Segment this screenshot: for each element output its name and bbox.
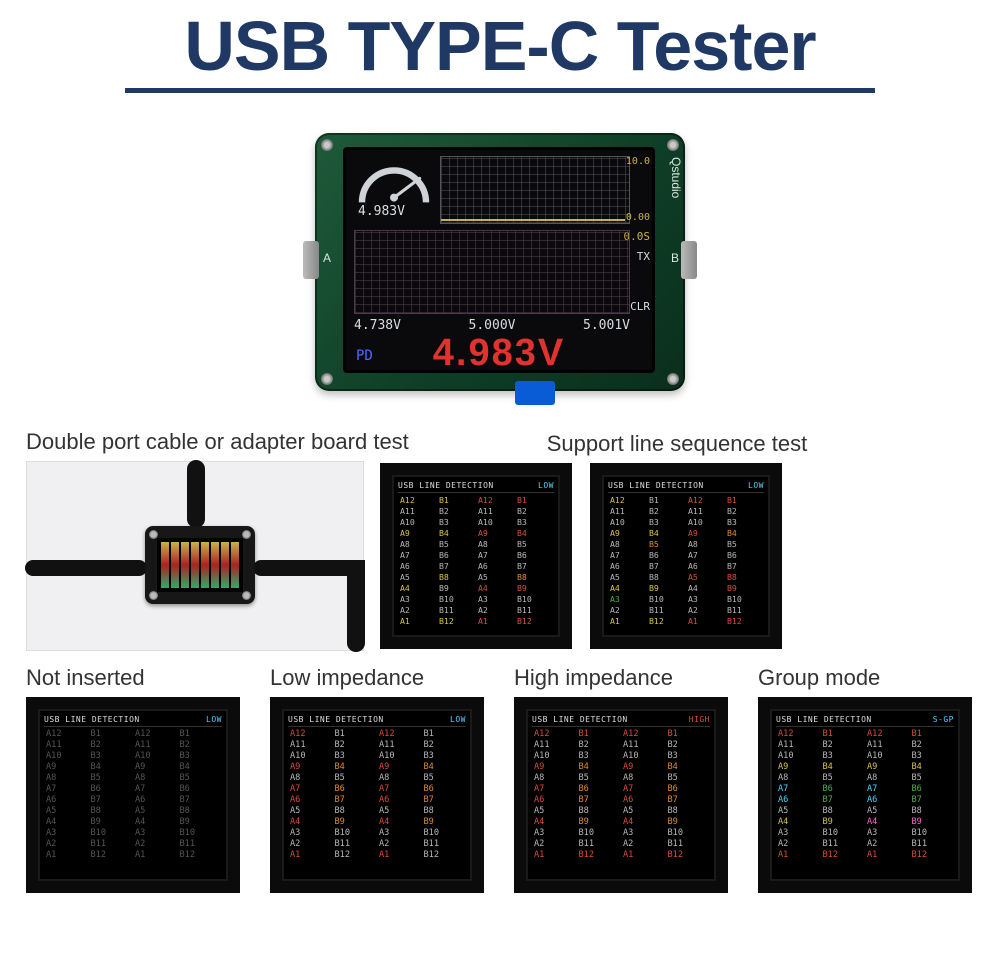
title-underline <box>125 88 875 93</box>
pin-screen-high-imp: USB LINE DETECTIONHIGHA12B1A12B1A11B2A11… <box>514 697 728 893</box>
page-title: USB TYPE-C Tester <box>0 6 1000 86</box>
port-a-label: A <box>323 251 331 265</box>
big-voltage: 4.983V <box>346 332 652 375</box>
caption-not-inserted: Not inserted <box>26 665 145 691</box>
v-right: 5.001V <box>583 318 630 333</box>
pin-screen-low-imp: USB LINE DETECTIONLOWA12B1A12B1A11B2A11B… <box>270 697 484 893</box>
pin-screen-not-inserted: USB LINE DETECTIONLOWA12B1A12B1A11B2A11B… <box>26 697 240 893</box>
upper-chart <box>440 156 630 224</box>
caption-high-imp: High impedance <box>514 665 673 691</box>
pin-screen-group-mode: USB LINE DETECTIONS-GPA12B1A12B1A11B2A11… <box>758 697 972 893</box>
pin-screen-support1: USB LINE DETECTIONLOWA12B1A12B1A11B2A11B… <box>380 463 572 649</box>
usb-port-a <box>303 241 319 279</box>
v-left: 4.738V <box>354 318 401 333</box>
device-screen: 4.983V 10.0 0.00 0.0S TX CLR 4.738V 5.00… <box>343 147 655 373</box>
hero-device: A B Qstudio 4.983V 10.0 0.00 0. <box>315 133 685 391</box>
caption-support-line: Support line sequence test <box>380 431 974 457</box>
lower-chart <box>354 230 630 314</box>
usb-port-b <box>681 241 697 279</box>
tx-label: TX <box>637 250 650 263</box>
scale-bot: 0.00 <box>626 212 650 223</box>
v-mid: 5.000V <box>469 318 516 333</box>
gauge-value: 4.983V <box>358 204 405 219</box>
programmer-clip <box>515 381 555 405</box>
clr-label: CLR <box>630 300 650 313</box>
port-b-label: B <box>671 251 679 265</box>
voltage-bar: 4.738V 5.000V 5.001V <box>354 318 630 333</box>
pin-screen-support2: USB LINE DETECTIONLOWA12B1A12B1A11B2A11B… <box>590 463 782 649</box>
caption-group-mode: Group mode <box>758 665 880 691</box>
scale-top: 10.0 <box>626 156 650 167</box>
cable-test-photo <box>26 461 364 651</box>
caption-low-imp: Low impedance <box>270 665 424 691</box>
brand-label: Qstudio <box>669 157 683 198</box>
